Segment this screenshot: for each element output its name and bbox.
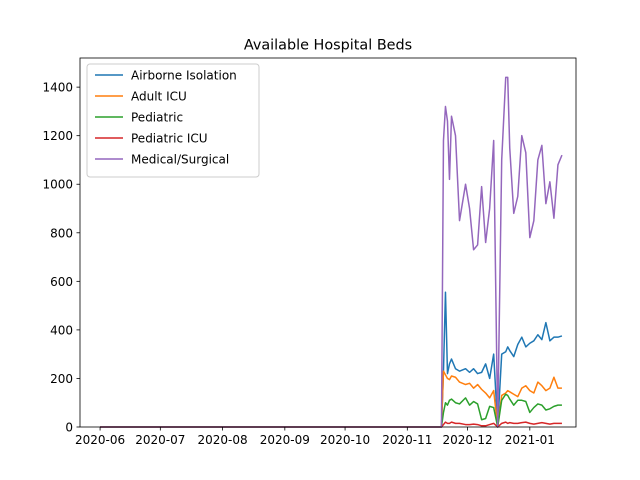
axes-frame bbox=[79, 57, 577, 428]
y-tick-label: 0 bbox=[65, 421, 73, 435]
x-tick-label: 2020-08 bbox=[198, 433, 248, 447]
y-tick-label: 400 bbox=[50, 323, 73, 337]
y-tick-label: 600 bbox=[50, 275, 73, 289]
x-tick-label: 2020-06 bbox=[75, 433, 125, 447]
x-tick-label: 2020-09 bbox=[260, 433, 310, 447]
legend-label-2: Pediatric bbox=[131, 111, 183, 125]
legend-label-1: Adult ICU bbox=[131, 90, 187, 104]
y-tick-label: 1400 bbox=[42, 81, 73, 95]
legend-box bbox=[86, 63, 260, 178]
y-tick-label: 1000 bbox=[42, 178, 73, 192]
axes: 2020-06 2020-07 2020-08 2020-09 2020-10 2020-… bbox=[42, 57, 577, 447]
x-tick-label: 2020-12 bbox=[442, 433, 492, 447]
chart-title: Available Hospital Beds bbox=[244, 38, 412, 54]
legend: Airborne Isolation Adult ICU Pediatric Pedi… bbox=[86, 63, 260, 178]
y-tick-label: 800 bbox=[50, 226, 73, 240]
x-tick-label: 2021-01 bbox=[505, 433, 555, 447]
x-tick-label: 2020-10 bbox=[320, 433, 370, 447]
y-tick-label: 200 bbox=[50, 372, 73, 386]
legend-label-4: Medical/Surgical bbox=[131, 153, 229, 167]
y-tick-label: 1200 bbox=[42, 129, 73, 143]
legend-label-3: Pediatric ICU bbox=[131, 132, 208, 146]
legend-label-0: Airborne Isolation bbox=[131, 69, 237, 83]
x-tick-label: 2020-07 bbox=[135, 433, 185, 447]
x-tick-label: 2020-11 bbox=[382, 433, 432, 447]
